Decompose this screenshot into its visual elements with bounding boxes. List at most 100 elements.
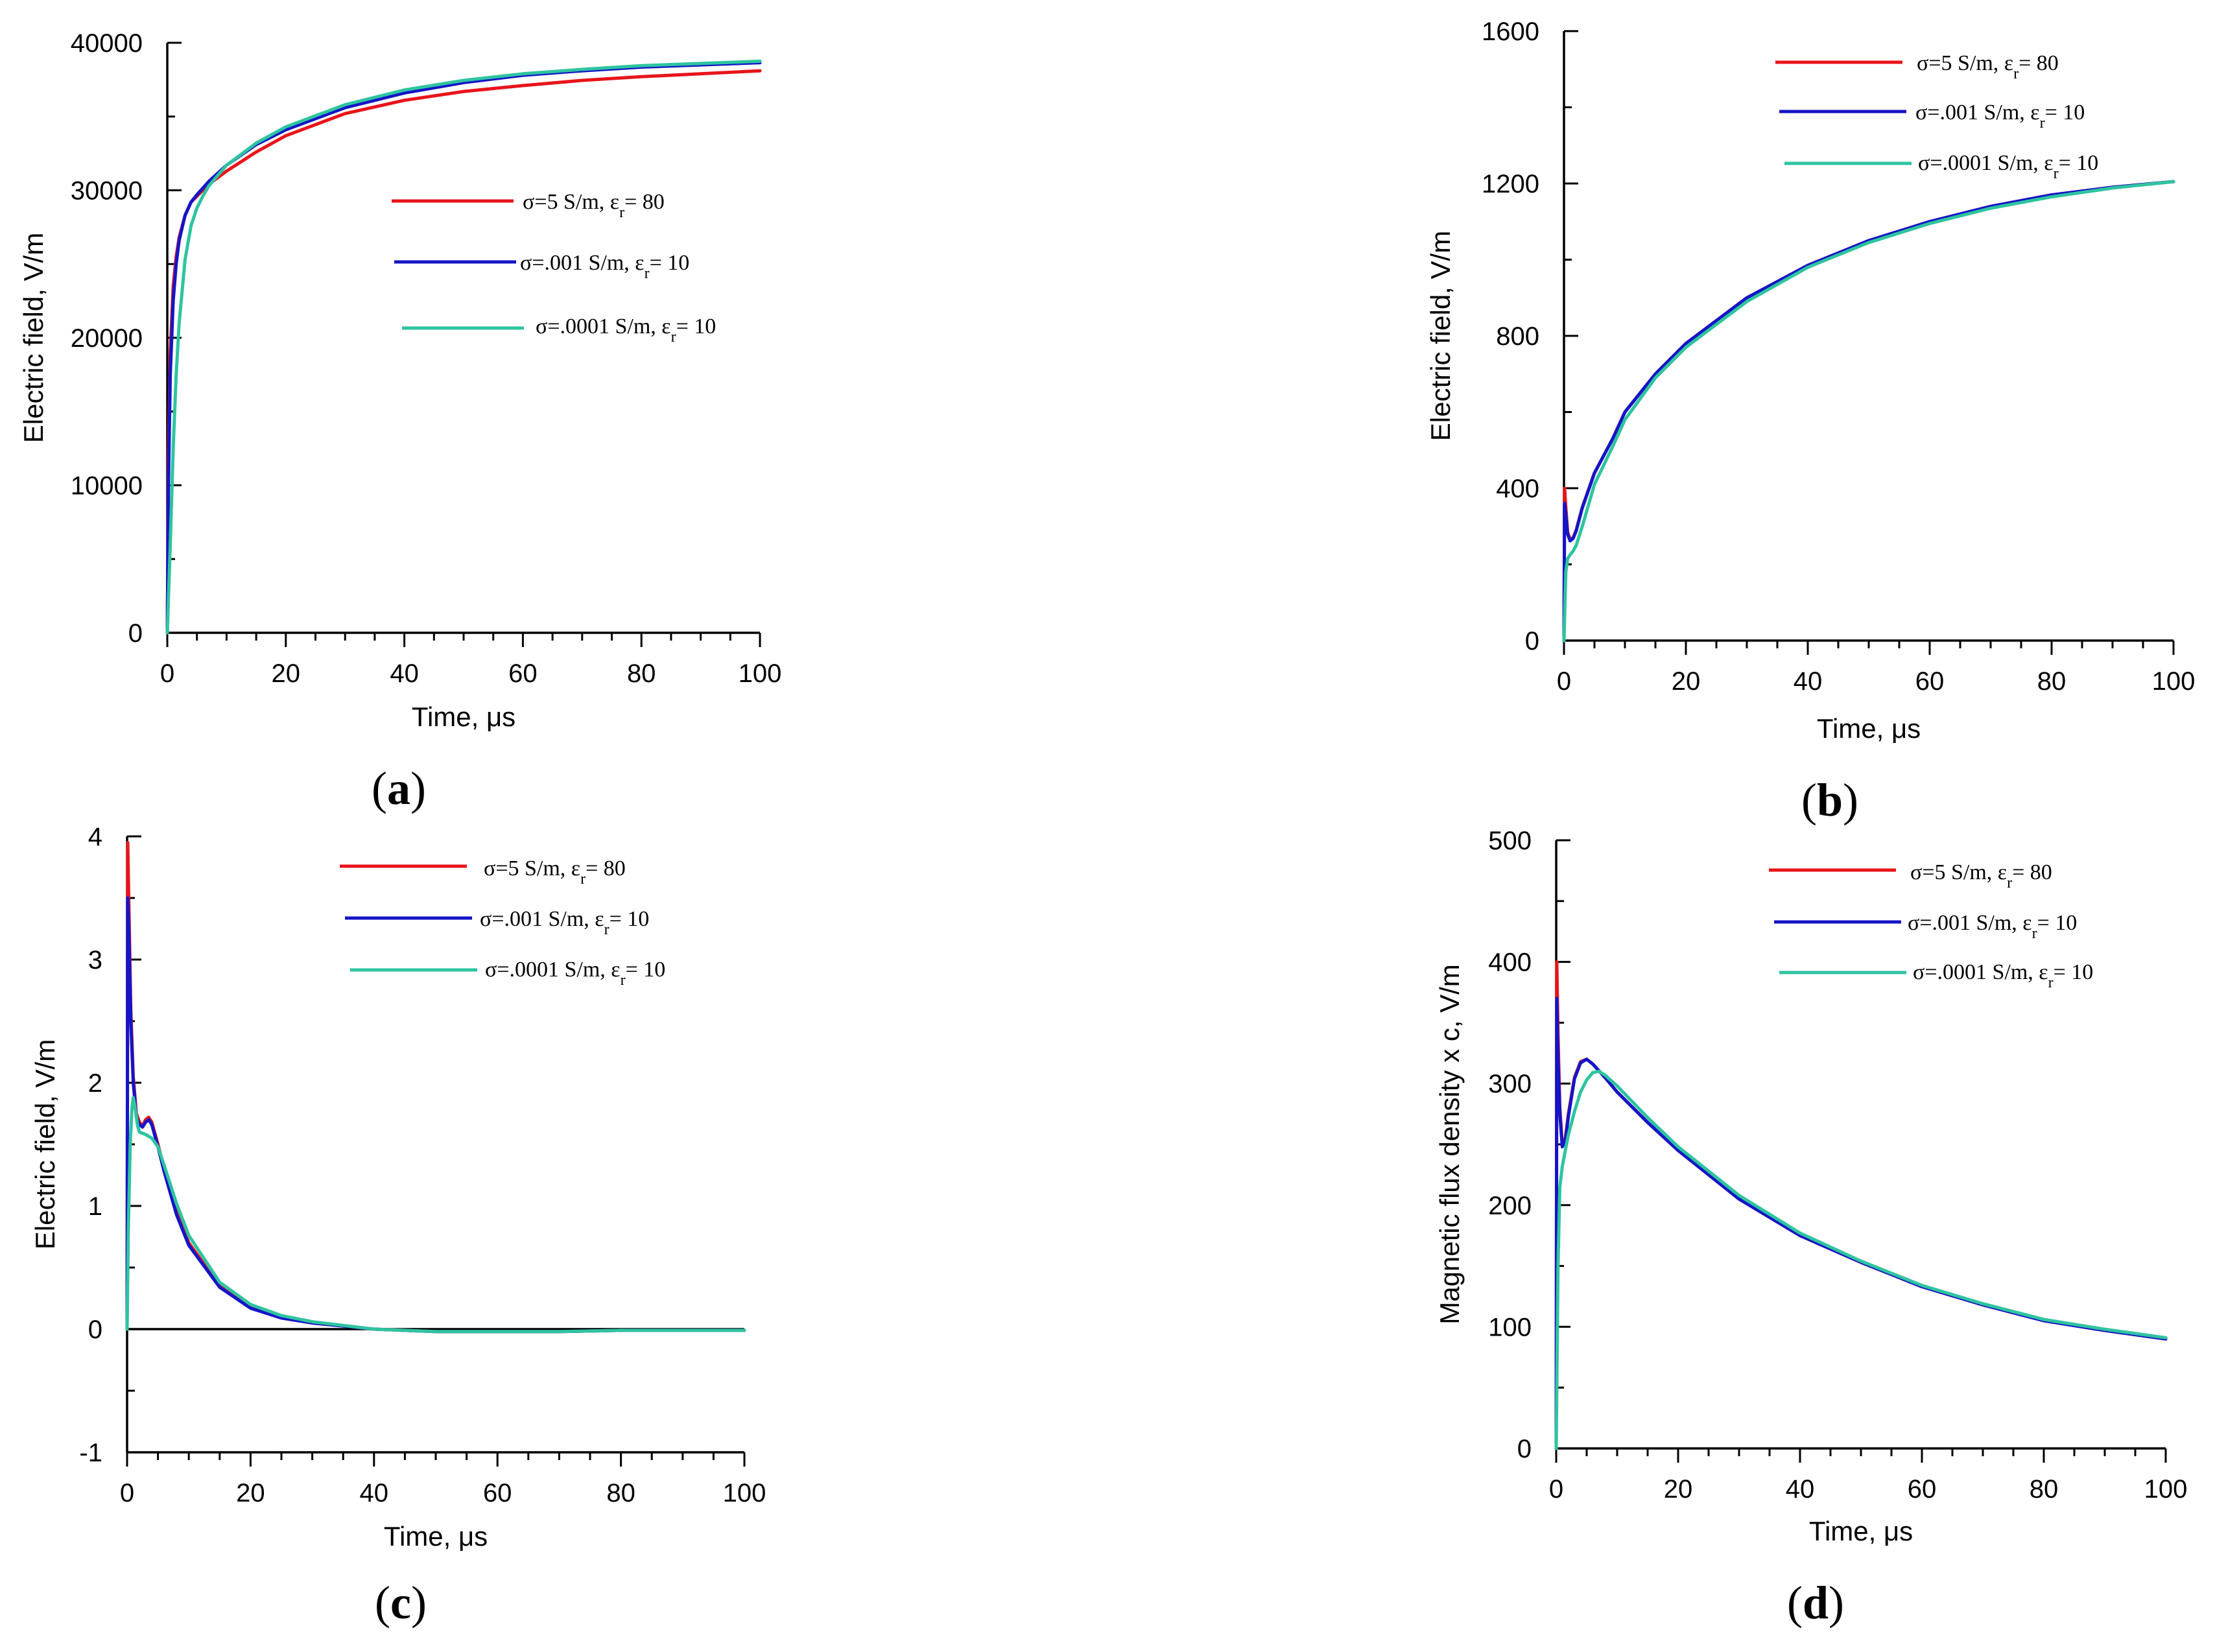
y-tick-label: 400 [1488, 949, 1532, 977]
y-tick-label: 300 [1488, 1070, 1532, 1098]
legend-label: σ=.001 S/m, εr= 10 [1915, 100, 2085, 132]
y-axis-title: Electric field, V/m [1425, 231, 1456, 441]
y-tick-label: 1 [88, 1192, 102, 1221]
legend-label: σ=.0001 S/m, εr= 10 [485, 958, 665, 989]
x-axis-title: Time, μs [1817, 713, 1921, 744]
x-tick-label: 80 [2030, 1475, 2059, 1504]
x-tick-label: 100 [739, 659, 782, 688]
series-line-2 [165, 61, 762, 635]
series-line-1 [165, 69, 762, 635]
x-axis-title: Time, μs [384, 1521, 488, 1552]
legend-entry-1: σ=5 S/m, εr= 80 [1775, 51, 2059, 82]
y-tick-label: 3 [88, 946, 102, 974]
legend-label: σ=5 S/m, εr= 80 [523, 190, 665, 221]
legend-label: σ=.0001 S/m, εr= 10 [1913, 960, 2093, 991]
x-axis-title: Time, μs [1809, 1516, 1913, 1546]
x-tick-label: 40 [360, 1479, 389, 1507]
panel-d-magnetic-flux-chart: 0 100 200 300 400 500 0 20 40 60 80 100 Time, μs Magn… [1434, 827, 2187, 1629]
legend-entry-3: σ=.0001 S/m, εr= 10 [1784, 151, 2098, 182]
y-tick-label: 0 [128, 619, 143, 648]
x-tick-label: 80 [627, 659, 656, 688]
x-tick-label: 80 [606, 1479, 635, 1507]
y-axis-title: Magnetic flux density x c, V/m [1434, 964, 1465, 1325]
y-tick-label: 0 [1525, 627, 1539, 655]
legend: σ=5 S/m, εr= 80 σ=.001 S/m, εr= 10 σ=.0001… [1769, 860, 2093, 991]
y-tick-label: 200 [1488, 1192, 1532, 1220]
legend-entry-2: σ=.001 S/m, εr= 10 [1774, 911, 2077, 942]
y-tick-label: 400 [1496, 475, 1539, 503]
y-tick-label: 1200 [1482, 170, 1539, 198]
series-line-3 [165, 59, 762, 635]
y-tick-label: 0 [88, 1316, 102, 1344]
panel-label: (a) [372, 762, 426, 814]
x-tick-label: 60 [1908, 1475, 1937, 1504]
y-tick-label: 800 [1496, 322, 1539, 351]
legend-entry-2: σ=.001 S/m, εr= 10 [394, 251, 689, 282]
series-line-2 [1554, 997, 2168, 1450]
legend-label: σ=.0001 S/m, εr= 10 [536, 314, 716, 346]
series-line-2 [1562, 180, 2175, 643]
y-tick-label: 10000 [71, 472, 143, 501]
legend-entry-3: σ=.0001 S/m, εr= 10 [1779, 960, 2093, 991]
x-tick-label: 0 [1557, 667, 1571, 696]
legend-entry-3: σ=.0001 S/m, εr= 10 [402, 314, 716, 346]
series-line-1 [1554, 960, 2168, 1450]
y-axis-title: Electric field, V/m [18, 233, 49, 443]
x-tick-label: 60 [508, 659, 538, 688]
y-tick-label: 500 [1488, 827, 1532, 855]
x-tick-label: 40 [1786, 1475, 1815, 1504]
legend: σ=5 S/m, εr= 80 σ=.001 S/m, εr= 10 σ=.0001… [340, 856, 665, 989]
x-tick-label: 0 [120, 1479, 134, 1507]
x-tick-label: 20 [236, 1479, 265, 1507]
x-tick-label: 20 [1664, 1475, 1693, 1504]
y-tick-label: 100 [1488, 1313, 1532, 1341]
y-tick-label: 20000 [71, 324, 143, 353]
x-tick-label: 100 [2152, 667, 2196, 696]
x-tick-label: 100 [2144, 1475, 2188, 1504]
legend-entry-1: σ=5 S/m, εr= 80 [1769, 860, 2052, 891]
legend-label: σ=.001 S/m, εr= 10 [1908, 911, 2077, 942]
panel-a-electric-field-chart: 0 10000 20000 30000 40000 0 20 40 60 80 100 Time, μ… [18, 29, 781, 814]
y-tick-label: -1 [79, 1439, 102, 1467]
legend: σ=5 S/m, εr= 80 σ=.001 S/m, εr= 10 σ=.0001… [1775, 51, 2098, 182]
series-line-1 [1562, 180, 2175, 643]
legend: σ=5 S/m, εr= 80 σ=.001 S/m, εr= 10 σ=.0001… [392, 190, 716, 346]
legend-entry-2: σ=.001 S/m, εr= 10 [1779, 100, 2085, 132]
y-tick-label: 30000 [71, 177, 143, 206]
x-tick-label: 80 [2037, 667, 2067, 696]
series-line-3 [1554, 1069, 2168, 1450]
panel-b-electric-field-chart: 0 400 800 1200 1600 0 20 40 60 80 100 Time, μs Elect… [1425, 18, 2195, 826]
legend-label: σ=.0001 S/m, εr= 10 [1918, 151, 2098, 182]
x-tick-label: 0 [1549, 1475, 1563, 1504]
x-tick-label: 20 [1672, 667, 1701, 696]
panel-label: (b) [1801, 774, 1858, 826]
legend-entry-2: σ=.001 S/m, εr= 10 [345, 907, 649, 938]
legend-label: σ=5 S/m, εr= 80 [484, 856, 626, 888]
panel-label: (c) [375, 1577, 427, 1629]
legend-entry-1: σ=5 S/m, εr= 80 [392, 190, 665, 221]
legend-label: σ=.001 S/m, εr= 10 [520, 251, 689, 282]
x-tick-label: 20 [272, 659, 301, 688]
y-tick-label: 2 [88, 1069, 102, 1098]
x-tick-label: 0 [160, 659, 174, 688]
legend-entry-1: σ=5 S/m, εr= 80 [340, 856, 626, 888]
x-tick-label: 40 [1794, 667, 1823, 696]
legend-label: σ=5 S/m, εr= 80 [1910, 860, 2052, 891]
y-tick-label: 4 [88, 823, 102, 851]
x-tick-label: 60 [483, 1479, 512, 1507]
y-tick-label: 1600 [1482, 18, 1539, 46]
y-axis-title: Electric field, V/m [30, 1039, 60, 1249]
x-tick-label: 60 [1915, 667, 1945, 696]
legend-entry-3: σ=.0001 S/m, εr= 10 [350, 958, 665, 989]
x-axis-title: Time, μs [412, 702, 515, 732]
y-tick-label: 40000 [71, 29, 143, 58]
series-line-3 [125, 1096, 746, 1334]
series-line-1 [125, 841, 746, 1334]
y-tick-label: 0 [1517, 1435, 1532, 1463]
x-tick-label: 40 [390, 659, 419, 688]
series-line-3 [1562, 180, 2175, 643]
legend-label: σ=5 S/m, εr= 80 [1917, 51, 2059, 82]
panel-label: (d) [1787, 1577, 1844, 1629]
